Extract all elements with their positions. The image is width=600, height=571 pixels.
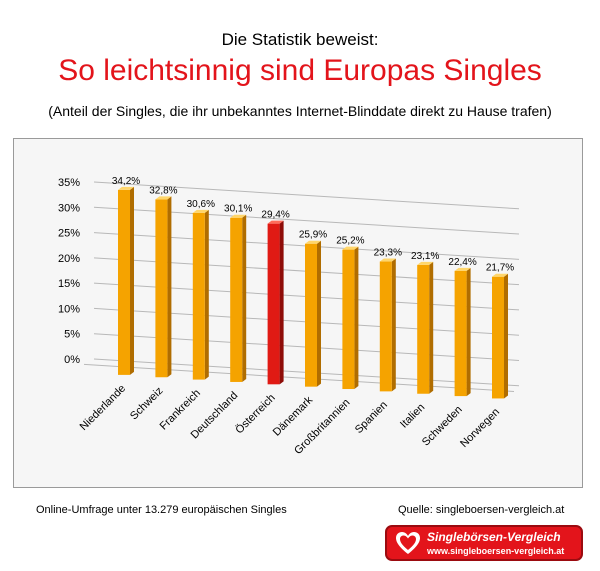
chart-grid	[83, 181, 520, 392]
logo-name: Singlebörsen-Vergleich	[427, 530, 561, 544]
floor-line	[83, 363, 515, 392]
page-title: So leichtsinnig sind Europas Singles	[58, 54, 542, 87]
bar-österreich	[267, 220, 284, 385]
y-tick-label: 25%	[58, 228, 80, 240]
value-labels: 34,2% 32,8% 30,6% 30,1% 29,4% 25,9% 25,2% 23,3%…	[112, 176, 514, 274]
value-label: 25,2%	[336, 236, 364, 247]
y-tick-label: 30%	[58, 202, 80, 214]
bar-deutschland	[230, 214, 247, 382]
value-label: 21,7%	[486, 263, 514, 274]
bar-niederlande	[118, 186, 134, 375]
y-tick-label: 0%	[64, 354, 80, 366]
source-note: Quelle: singleboersen-vergleich.at	[398, 504, 565, 516]
value-label: 30,1%	[224, 204, 252, 215]
bar-italien	[417, 261, 434, 394]
y-tick-label: 20%	[58, 253, 80, 265]
bars	[118, 186, 508, 399]
value-label: 23,3%	[374, 248, 402, 259]
subtitle: (Anteil der Singles, die ihr unbekanntes…	[48, 103, 552, 119]
survey-note: Online-Umfrage unter 13.279 europäischen…	[36, 504, 287, 516]
value-label: 34,2%	[112, 176, 140, 187]
pre-title: Die Statistik beweist:	[221, 30, 379, 49]
chart-frame: 0% 5% 10% 15% 20% 25% 30% 35% 34,2% 32,8% 30,6% 30…	[13, 138, 583, 488]
x-tick-label: Schweiz	[128, 385, 165, 422]
y-axis-ticks: 0% 5% 10% 15% 20% 25% 30% 35%	[58, 177, 80, 366]
x-axis-ticks: Niederlande SchweizFrankreichDeutschlandÖ…	[78, 383, 502, 458]
value-label: 29,4%	[261, 210, 289, 221]
value-label: 23,1%	[411, 251, 439, 262]
grid-line	[93, 181, 520, 210]
bar-dänemark	[305, 240, 321, 387]
bar-schweden	[454, 267, 471, 397]
bar-frankreich	[192, 209, 209, 380]
y-tick-label: 15%	[58, 278, 80, 290]
bar-norwegen	[492, 273, 508, 399]
bar-schweiz	[155, 196, 172, 378]
bar-spanien	[379, 258, 396, 392]
value-label: 22,4%	[448, 257, 476, 268]
y-tick-label: 5%	[64, 329, 80, 341]
bar-großbritannien	[342, 246, 359, 390]
bar-chart: 0% 5% 10% 15% 20% 25% 30% 35% 34,2% 32,8% 30,6% 30…	[58, 176, 520, 458]
y-tick-label: 35%	[58, 177, 80, 189]
x-tick-label: Niederlande	[78, 383, 128, 433]
value-label: 32,8%	[149, 185, 177, 196]
value-label: 25,9%	[299, 230, 327, 241]
x-tick-label: Italien	[398, 401, 427, 430]
heart-icon	[396, 532, 420, 554]
brand-logo[interactable]: Singlebörsen-Vergleich www.singleboersen…	[385, 525, 583, 561]
x-tick-label: Norwegen	[458, 406, 502, 450]
value-label: 30,6%	[187, 199, 215, 210]
x-tick-label: Spanien	[353, 399, 390, 436]
y-tick-label: 10%	[58, 303, 80, 315]
logo-url: www.singleboersen-vergleich.at	[427, 546, 565, 556]
